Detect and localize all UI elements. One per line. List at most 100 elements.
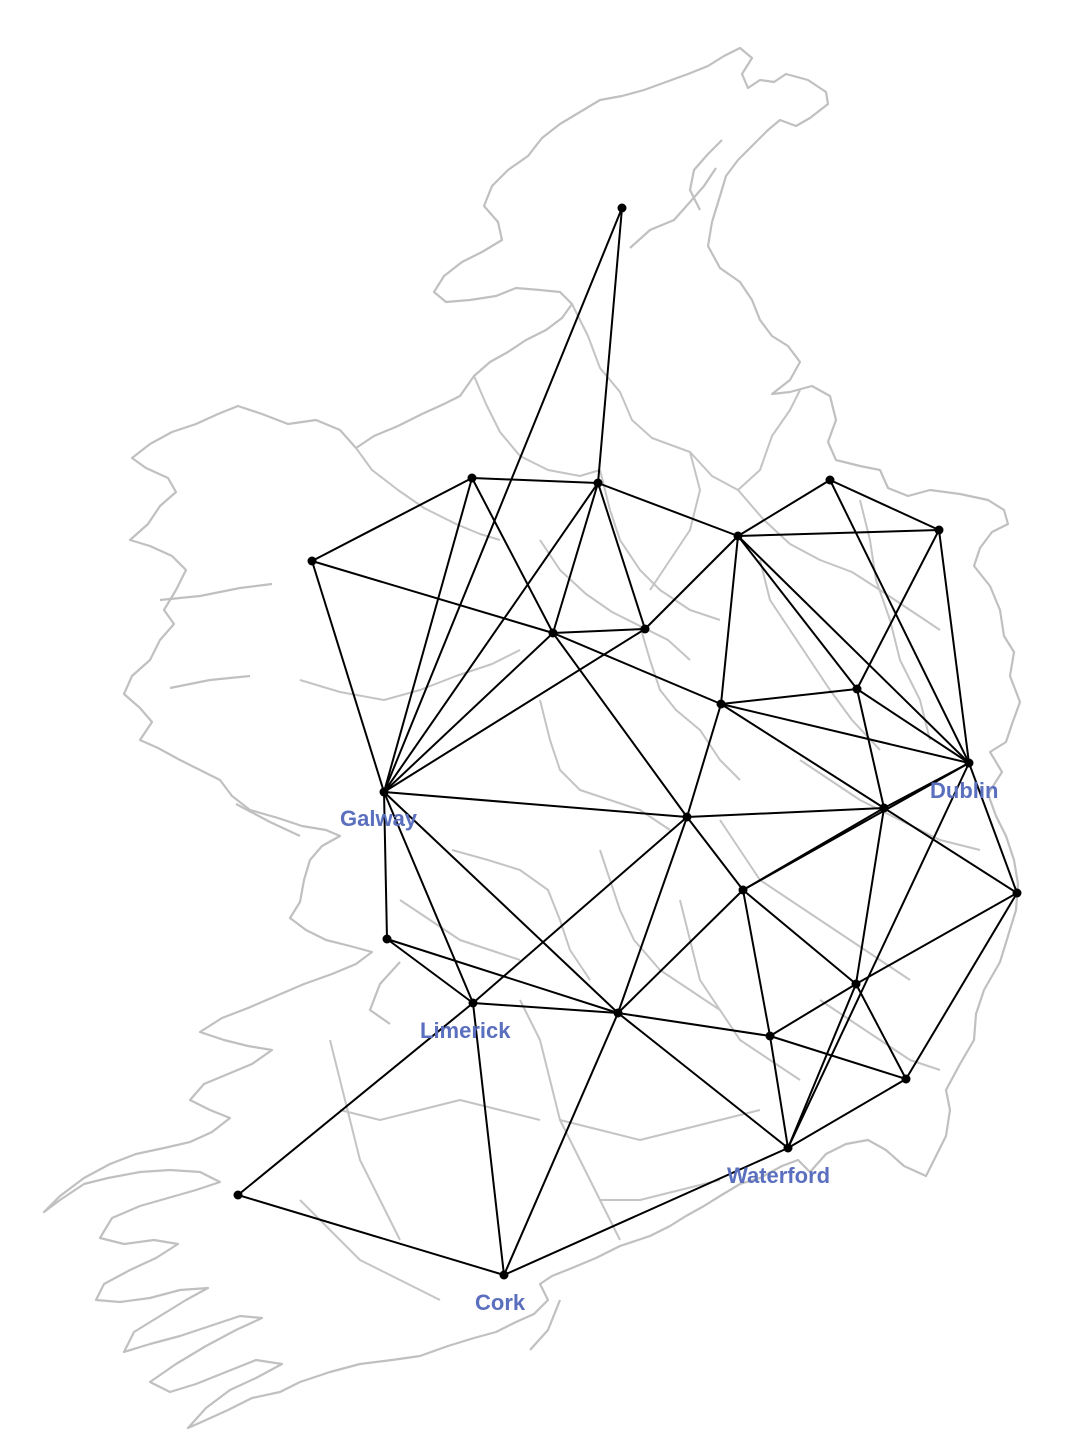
network-edge-ne1-mid1 [720,535,739,705]
network-edge-mid1-e1 [720,688,858,705]
network-node-mid2 [682,812,692,822]
city-label-waterford: Waterford [727,1163,830,1188]
city-labels: Galway Limerick Cork Waterford Dublin [340,778,998,1315]
network-edge-c1-mid1 [552,632,722,705]
network-node-s2 [765,1031,775,1041]
city-label-cork: Cork [475,1290,526,1315]
network-node-s1 [851,979,861,989]
network-edge-tm-galway [383,482,599,793]
network-edge-e2-east [883,807,1018,894]
network-edge-ne1-e1 [737,535,858,690]
network-edge-north-galway [383,207,623,793]
network-edge-ne2-ne3 [829,479,940,531]
county-borders [299,303,981,1301]
network-edge-s3-waterford [787,1078,907,1149]
network-edge-mid2-limerick [472,816,688,1004]
network-edge-galway-wl [383,791,388,940]
network-edge-dublin-east [968,762,1018,894]
network-edge-limerick-sw [237,1002,474,1196]
network-edge-sw-cork [237,1194,505,1276]
network-edge-e2-s1 [855,807,885,985]
network-edge-mid2-e2 [686,807,885,818]
network-edge-se1-s2 [742,889,771,1037]
network-edge-mid1-e2 [720,703,885,809]
network-node-ne2 [825,475,835,485]
network-node-tl [467,473,477,483]
network-edge-w-c1 [311,560,554,634]
network-edge-tm-c1 [552,482,599,634]
network-node-se1 [738,885,748,895]
network-edge-dublin-waterford [787,762,970,1149]
network-edge-mid3-s2 [617,1012,771,1037]
network-edge-e1-e2 [856,688,885,809]
network-node-mid1 [716,699,726,709]
network-edge-ne3-dublin [938,529,970,764]
network-edge-w-galway [311,560,385,793]
network-edge-north-tm [597,207,623,484]
network-edge-tm-ne1 [597,482,739,537]
network-edge-c1-c2 [552,628,646,634]
network-edge-limerick-mid3 [472,1002,619,1014]
network-node-ne3 [934,525,944,535]
network-node-c2 [640,624,650,634]
network-edge-mid2-mid3 [617,816,688,1014]
network-node-north [617,203,627,213]
network-node-wl [382,934,392,944]
network-edge-waterford-cork [503,1147,789,1276]
network-edge-east-s1 [855,892,1018,985]
network-node-e2 [879,803,889,813]
city-label-galway: Galway [340,806,418,831]
network-node-east [1012,888,1022,898]
network-edge-tl-c1 [471,477,554,634]
network-edge-ne1-ne2 [737,479,831,537]
network-edge-mid2-se1 [686,816,744,891]
network-edge-mid1-mid2 [686,703,722,818]
network-node-s3 [901,1074,911,1084]
network-edge-c1-galway [383,632,554,793]
network-edge-ne1-ne3 [737,529,940,537]
network-edge-s2-waterford [769,1035,789,1149]
network-edge-mid3-cork [503,1012,619,1276]
network-edge-s1-s2 [769,983,857,1037]
network-node-e1 [852,684,862,694]
city-label-dublin: Dublin [930,778,998,803]
network-edge-galway-mid3 [383,791,619,1014]
network-edge-e1-dublin [856,688,970,764]
network-edge-s2-s3 [769,1035,907,1080]
network-edge-c1-mid2 [552,632,688,818]
city-label-limerick: Limerick [420,1018,511,1043]
network-edge-tm-c2 [597,482,646,630]
network-node-tm [593,478,603,488]
network-node-waterford [783,1143,793,1153]
network-node-ne1 [733,531,743,541]
network-node-limerick [468,998,478,1008]
network-edge-ne1-dublin [737,535,970,764]
network-edge-wl-mid3 [386,938,619,1014]
network-node-mid3 [613,1008,623,1018]
network-node-galway [379,787,389,797]
network-edge-mid1-dublin [720,703,970,764]
network-edge-tl-tm [471,477,599,484]
coastline [42,46,1022,1430]
network-edge-wl-limerick [386,938,474,1004]
network-nodes [233,203,1022,1280]
network-edge-c2-ne1 [644,535,739,630]
network-edge-limerick-cork [472,1002,505,1276]
network-edge-galway-limerick [383,791,474,1004]
network-edges [237,207,1018,1276]
network-edge-tl-w [311,477,473,562]
network-node-c1 [548,628,558,638]
network-node-dublin [964,758,974,768]
network-edge-se1-s1 [742,889,857,985]
network-edge-se1-mid3 [617,889,744,1014]
network-node-cork [499,1270,509,1280]
network-edge-s1-waterford [787,983,857,1149]
network-edge-e2-se1 [742,807,885,891]
network-edge-s1-s3 [855,983,907,1080]
network-edge-galway-mid2 [383,791,688,818]
network-edge-ne3-e1 [856,529,940,690]
network-node-w [307,556,317,566]
network-edge-c2-galway [383,628,646,793]
network-edge-ne2-dublin [829,479,970,764]
